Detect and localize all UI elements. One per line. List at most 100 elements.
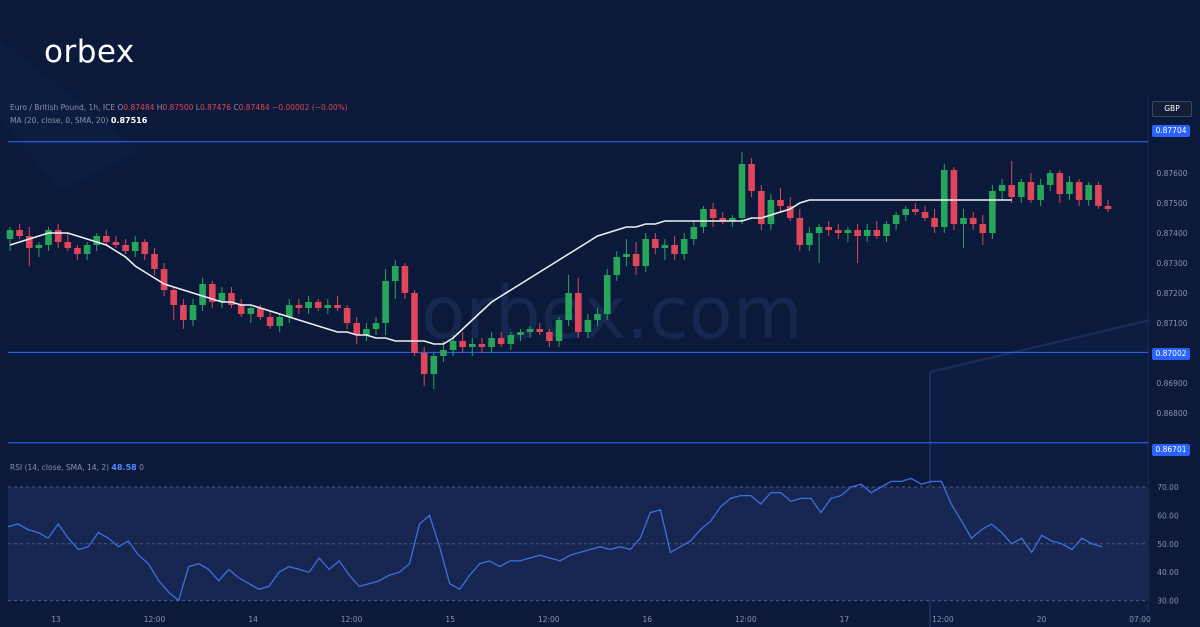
candle-body: [170, 290, 177, 305]
x-tick-label: 20: [1037, 615, 1047, 624]
candle-body: [257, 308, 264, 317]
y-tick-label: 0.87300: [1156, 259, 1187, 268]
candle-body: [1018, 182, 1025, 197]
candle-body: [709, 209, 717, 218]
candle-body: [1066, 182, 1073, 194]
candle-body: [16, 230, 23, 236]
candle-body: [854, 230, 861, 236]
candle-body: [228, 293, 235, 305]
candle-body: [912, 209, 919, 212]
candle-body: [729, 218, 736, 221]
candle-body: [998, 185, 1006, 191]
symbol-legend: Euro / British Pound, 1h, ICE O0.87484 H…: [10, 103, 348, 112]
rsi-extra: 0: [139, 463, 144, 472]
candle-body: [719, 218, 726, 221]
candle-body: [103, 236, 110, 242]
candle-body: [1085, 185, 1092, 200]
y-tick-label: 0.87400: [1156, 229, 1187, 238]
candle-body: [1075, 182, 1083, 200]
candle-body: [74, 248, 81, 254]
candle-body: [305, 302, 312, 308]
candle-body: [642, 239, 649, 266]
x-tick-label: 12:00: [538, 615, 560, 624]
ohlc-h-label: H: [156, 103, 163, 112]
candle-body: [64, 242, 72, 248]
x-tick-label: 13: [51, 615, 61, 624]
ohlc-l-label: L: [195, 103, 200, 112]
y-tick-label: 0.87200: [1156, 289, 1187, 298]
candle-body: [218, 293, 226, 302]
candle-body: [26, 236, 33, 248]
candle-body: [353, 323, 360, 335]
candle-body: [420, 353, 428, 374]
candle-body: [671, 245, 678, 254]
candle-body: [748, 164, 755, 191]
x-tick-label: 16: [643, 615, 653, 624]
x-tick-label: 07:00: [1129, 615, 1151, 624]
y-tick-label: 0.87100: [1156, 319, 1187, 328]
ohlc-open: 0.87484: [123, 103, 155, 112]
candle-body: [555, 320, 563, 341]
candle-body: [1046, 173, 1054, 185]
candle-body: [815, 227, 823, 233]
candle-body: [295, 305, 303, 308]
candle-body: [921, 212, 929, 218]
candle-body: [209, 284, 216, 302]
rsi-value: 48.58: [111, 463, 137, 472]
ohlc-low: 0.87476: [199, 103, 231, 112]
candle-body: [767, 200, 775, 224]
rsi-label: RSI (14, close, SMA, 14, 2): [10, 463, 110, 472]
rsi-tick-label: 40.00: [1157, 568, 1179, 577]
candle-body: [738, 164, 746, 218]
candle-body: [1037, 185, 1044, 200]
candle-body: [247, 308, 255, 314]
rsi-line: [7, 477, 1103, 602]
ma-label: MA (20, close, 0, SMA, 20): [10, 116, 109, 125]
candle-body: [199, 284, 206, 305]
candle-body: [343, 308, 351, 323]
x-tick-label: 17: [840, 615, 850, 624]
y-tick-label: 0.87600: [1156, 169, 1187, 178]
candle-body: [546, 332, 553, 341]
ohlc-c-label: C: [233, 103, 239, 112]
candle-body: [180, 305, 187, 320]
ma-line: [9, 199, 1012, 345]
y-tick-label: 0.86900: [1156, 379, 1187, 388]
candle-body: [392, 266, 399, 281]
candle-body: [613, 257, 621, 275]
candle-body: [960, 218, 967, 224]
logo: orbex: [44, 34, 135, 70]
candle-body: [1095, 185, 1102, 206]
rsi-legend: RSI (14, close, SMA, 14, 2) 48.58 0: [10, 463, 144, 472]
candle-body: [536, 329, 543, 332]
ma-value: 0.87516: [110, 116, 148, 125]
ma-legend: MA (20, close, 0, SMA, 20) 0.87516: [10, 116, 147, 125]
candle-body: [122, 245, 129, 251]
candle-body: [931, 218, 938, 227]
candle-body: [777, 200, 784, 206]
ohlc-close: 0.87484: [238, 103, 270, 112]
candle-body: [969, 218, 977, 224]
candle-body: [1104, 206, 1112, 209]
candle-body: [401, 266, 409, 293]
candle-body: [892, 215, 900, 224]
candle-body: [430, 356, 438, 374]
candle-body: [594, 314, 601, 320]
candle-body: [979, 224, 987, 233]
candle-body: [334, 305, 341, 308]
candle-body: [83, 245, 91, 254]
candle-body: [151, 254, 158, 269]
candle-body: [372, 323, 380, 329]
candle-body: [796, 218, 804, 245]
x-tick-label: 12:00: [341, 615, 363, 624]
candle-body: [883, 224, 890, 236]
candle-body: [411, 293, 418, 353]
candle-body: [497, 338, 505, 344]
candle-body: [652, 239, 659, 248]
candle-body: [989, 191, 996, 233]
candle-body: [690, 227, 698, 239]
candle-body: [449, 341, 457, 350]
